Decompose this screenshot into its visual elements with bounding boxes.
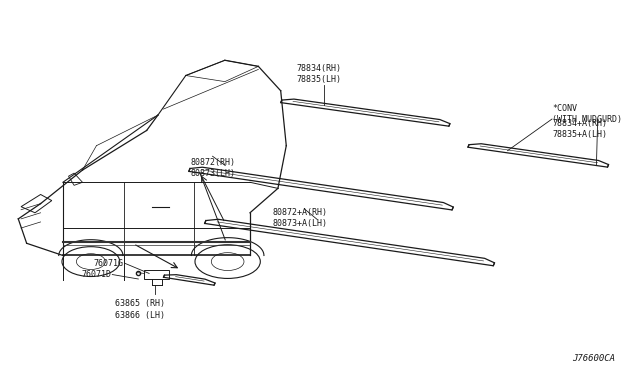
Text: 78834+A(RH)
78835+A(LH): 78834+A(RH) 78835+A(LH) — [552, 119, 607, 139]
Text: 76071D: 76071D — [81, 270, 111, 279]
Text: J76600CA: J76600CA — [572, 354, 616, 363]
Text: 63865 (RH)
63866 (LH): 63865 (RH) 63866 (LH) — [115, 299, 164, 320]
Text: 80872(RH)
80873(LH): 80872(RH) 80873(LH) — [190, 158, 236, 178]
Text: 76071G: 76071G — [93, 259, 124, 268]
Text: 78834(RH)
78835(LH): 78834(RH) 78835(LH) — [297, 64, 342, 84]
Text: 80872+A(RH)
80873+A(LH): 80872+A(RH) 80873+A(LH) — [273, 208, 328, 228]
Text: *CONV
(WITH MUDGURD): *CONV (WITH MUDGURD) — [552, 104, 622, 124]
